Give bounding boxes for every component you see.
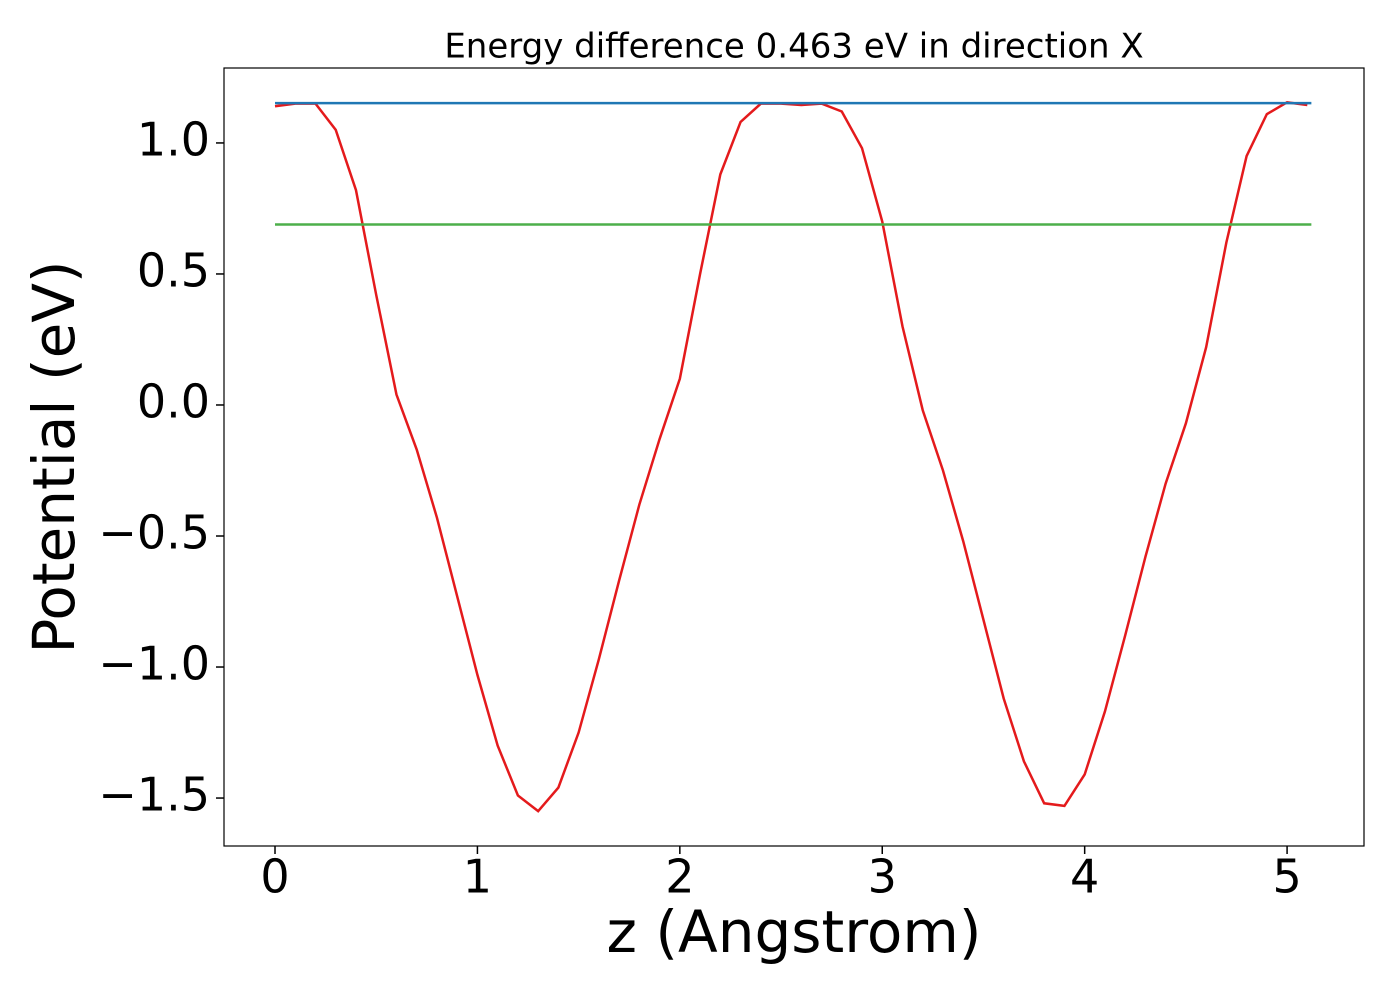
x-tick-label: 1 xyxy=(463,850,492,904)
y-tick-label: −1.5 xyxy=(98,768,210,822)
y-tick-label: −1.0 xyxy=(98,637,210,691)
x-axis-label: z (Angstrom) xyxy=(607,898,982,966)
y-tick-label: 0.0 xyxy=(137,374,210,428)
y-tick-label: 1.0 xyxy=(137,112,210,166)
x-tick-label: 5 xyxy=(1272,850,1301,904)
x-tick-label: 0 xyxy=(260,850,289,904)
plot-frame xyxy=(223,67,1365,847)
series-line xyxy=(274,101,1308,813)
y-tick-label: −0.5 xyxy=(98,506,210,560)
x-tick-label: 3 xyxy=(868,850,897,904)
x-tick-label: 2 xyxy=(665,850,694,904)
y-tick-label: 0.5 xyxy=(137,243,210,297)
chart-title: Energy difference 0.463 eV in direction … xyxy=(444,27,1143,67)
x-tick-label: 4 xyxy=(1070,850,1099,904)
y-axis-label: Potential (eV) xyxy=(20,260,88,653)
